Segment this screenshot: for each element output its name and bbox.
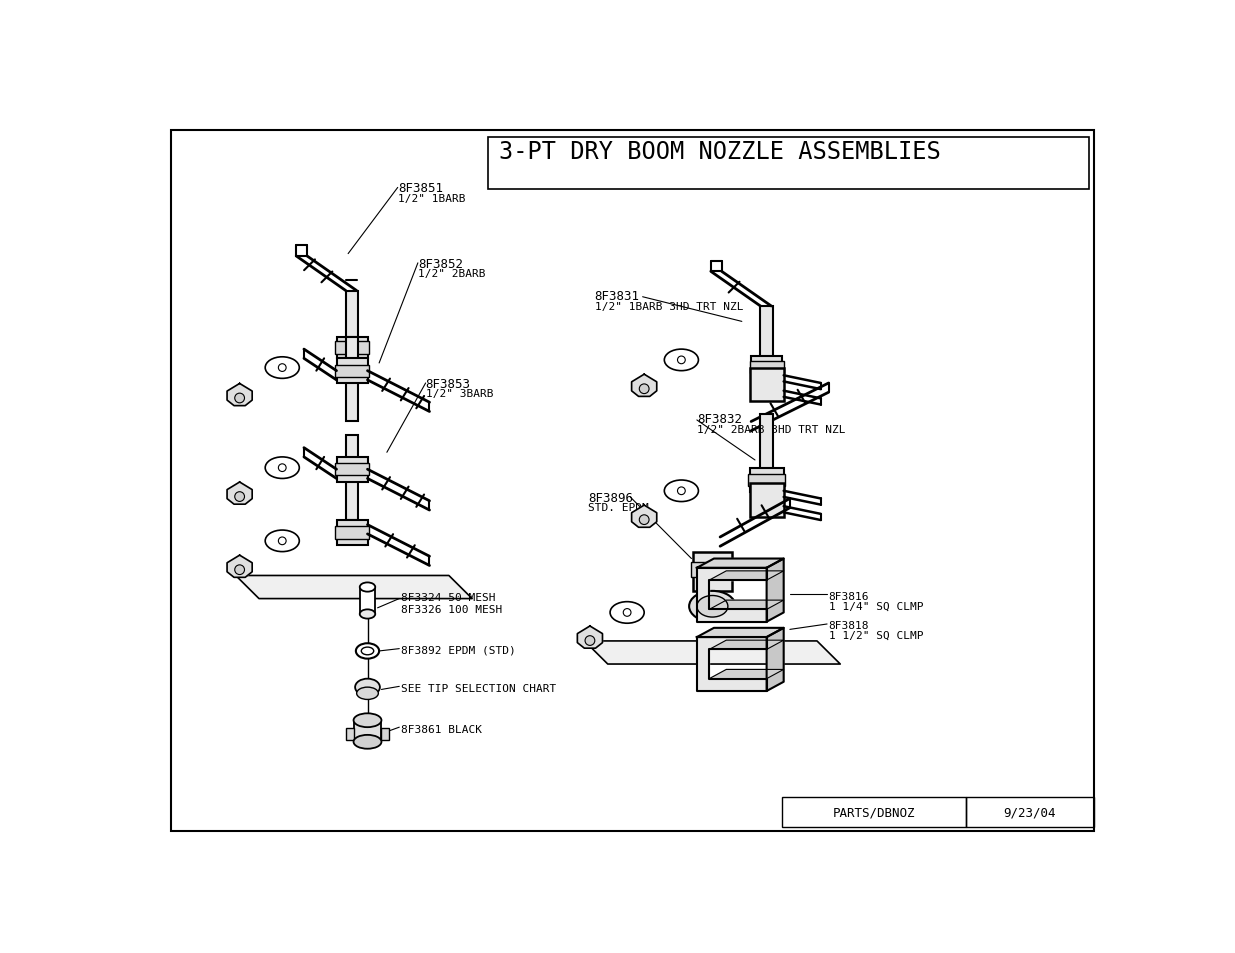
Polygon shape (697, 559, 784, 568)
Ellipse shape (235, 394, 245, 403)
Bar (488, 137, 1089, 190)
Text: 1 1/2" SQ CLMP: 1 1/2" SQ CLMP (829, 631, 923, 640)
Text: 8F3896: 8F3896 (588, 491, 634, 504)
Bar (750, 468, 784, 493)
Ellipse shape (640, 384, 650, 395)
Ellipse shape (353, 714, 382, 727)
Polygon shape (709, 600, 784, 610)
Bar (336, 520, 368, 545)
Text: 8F3832: 8F3832 (697, 413, 742, 426)
Bar (335, 365, 369, 377)
Ellipse shape (610, 602, 645, 623)
Polygon shape (631, 506, 657, 528)
Polygon shape (767, 559, 784, 622)
Ellipse shape (359, 610, 375, 618)
Polygon shape (709, 640, 784, 650)
Ellipse shape (359, 583, 375, 592)
Bar (751, 356, 782, 378)
Text: 8F3861 BLACK: 8F3861 BLACK (401, 724, 482, 735)
Bar (761, 307, 773, 379)
Polygon shape (631, 375, 657, 397)
Polygon shape (709, 670, 784, 679)
Ellipse shape (678, 356, 685, 364)
Text: 1/2" 1BARB 3HD TRT NZL: 1/2" 1BARB 3HD TRT NZL (594, 301, 743, 312)
Text: 8F3851: 8F3851 (399, 182, 443, 195)
Text: 1/2" 3BARB: 1/2" 3BARB (426, 389, 493, 399)
Bar (335, 463, 369, 476)
Bar (966, 798, 1094, 826)
Bar (692, 562, 734, 578)
Ellipse shape (585, 636, 595, 646)
Bar (748, 475, 785, 487)
Ellipse shape (624, 609, 631, 617)
Polygon shape (578, 626, 603, 648)
Polygon shape (697, 628, 784, 638)
Bar (761, 415, 773, 491)
Polygon shape (709, 571, 784, 580)
Ellipse shape (362, 647, 374, 655)
Text: 8F3852: 8F3852 (417, 257, 463, 271)
Ellipse shape (356, 643, 379, 659)
Ellipse shape (357, 687, 378, 700)
Ellipse shape (278, 464, 287, 472)
Bar (782, 798, 966, 826)
Bar (346, 728, 353, 740)
Bar (335, 342, 369, 355)
Polygon shape (227, 556, 252, 578)
Ellipse shape (678, 487, 685, 496)
Polygon shape (227, 482, 252, 505)
Polygon shape (767, 628, 784, 691)
Bar (336, 457, 368, 482)
Text: 8F3853: 8F3853 (426, 377, 471, 391)
Text: SEE TIP SELECTION CHART: SEE TIP SELECTION CHART (401, 683, 556, 694)
Text: 9/23/04: 9/23/04 (1003, 805, 1056, 819)
Polygon shape (697, 638, 767, 691)
Bar (346, 292, 358, 356)
Ellipse shape (640, 516, 650, 525)
Ellipse shape (664, 480, 699, 502)
Text: 3-PT DRY BOOM NOZZLE ASSEMBLIES: 3-PT DRY BOOM NOZZLE ASSEMBLIES (499, 139, 941, 164)
Text: 1 1/4" SQ CLMP: 1 1/4" SQ CLMP (829, 601, 923, 611)
Bar (359, 587, 375, 615)
Ellipse shape (353, 735, 382, 749)
Bar (353, 720, 382, 742)
Ellipse shape (278, 537, 287, 545)
Bar (336, 337, 368, 359)
Text: 1/2" 1BARB: 1/2" 1BARB (399, 193, 466, 204)
Bar (750, 368, 784, 402)
Text: 8F3326 100 MESH: 8F3326 100 MESH (401, 604, 503, 615)
Ellipse shape (266, 531, 299, 552)
Ellipse shape (697, 596, 727, 618)
Text: 8F3831: 8F3831 (594, 290, 640, 303)
Text: 8F3816: 8F3816 (829, 591, 869, 601)
Text: PARTS/DBNOZ: PARTS/DBNOZ (832, 805, 915, 819)
Ellipse shape (278, 364, 287, 372)
Text: 8F3892 EPDM (STD): 8F3892 EPDM (STD) (401, 645, 515, 655)
Text: 8F3818: 8F3818 (829, 620, 869, 631)
Ellipse shape (235, 565, 245, 575)
Bar (336, 359, 368, 383)
Bar (750, 483, 784, 517)
Polygon shape (236, 576, 472, 598)
Text: STD. EPDM: STD. EPDM (588, 503, 650, 513)
Ellipse shape (266, 357, 299, 379)
Text: 1/2" 2BARB: 1/2" 2BARB (417, 269, 485, 279)
Ellipse shape (664, 350, 699, 372)
Bar (750, 361, 784, 374)
Bar (346, 337, 358, 422)
Bar (335, 527, 369, 539)
Polygon shape (697, 568, 767, 622)
Bar (693, 553, 732, 591)
Ellipse shape (266, 457, 299, 479)
Bar (382, 728, 389, 740)
Polygon shape (227, 384, 252, 406)
Text: 1/2" 2BARB 3HD TRT NZL: 1/2" 2BARB 3HD TRT NZL (697, 424, 846, 435)
Bar (346, 436, 358, 520)
Text: 8F3324 50 MESH: 8F3324 50 MESH (401, 593, 495, 603)
Ellipse shape (235, 492, 245, 502)
Ellipse shape (356, 679, 380, 696)
Ellipse shape (689, 591, 736, 622)
Polygon shape (584, 641, 840, 664)
